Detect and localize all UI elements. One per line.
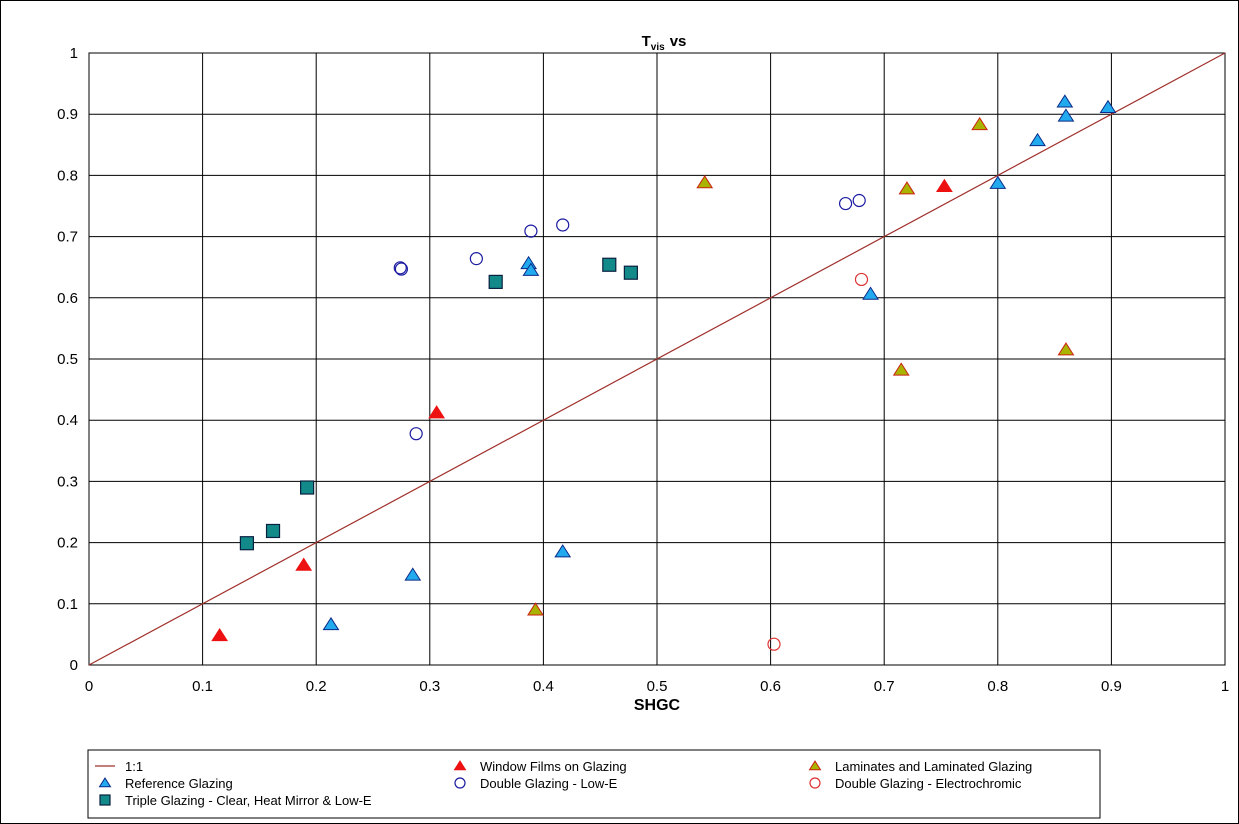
data-point	[265, 523, 281, 539]
data-point	[1057, 342, 1075, 356]
x-tick-label: 0.5	[647, 678, 668, 695]
y-tick-label: 0.5	[57, 351, 78, 368]
chart-title: Tvis vs	[642, 33, 687, 53]
legend-symbol	[453, 760, 467, 771]
data-point	[767, 637, 781, 651]
y-tick-label: 0.1	[57, 596, 78, 613]
data-point	[696, 175, 714, 189]
x-tick-label: 0.7	[874, 678, 895, 695]
data-point	[322, 616, 340, 631]
data-point	[554, 544, 572, 558]
x-tick-label: 0.8	[987, 678, 1008, 695]
legend-label: Double Glazing - Electrochromic	[835, 776, 1022, 791]
legend-items: 1:1 Window Films on Glazing Laminates and …	[95, 759, 1032, 808]
title-subscript: vis	[651, 42, 665, 53]
data-point	[211, 627, 229, 642]
y-tick-label: 0.3	[57, 473, 78, 490]
data-point	[935, 178, 953, 192]
x-tick-label: 0.4	[533, 678, 554, 695]
x-tick-label: 0.6	[760, 678, 781, 695]
data-point	[404, 567, 422, 581]
y-tick-label: 0.7	[57, 229, 78, 246]
data-point	[527, 602, 544, 616]
data-point	[1057, 108, 1075, 122]
title-suffix: vs	[670, 33, 687, 50]
data-point	[522, 262, 540, 276]
y-tick-label: 0.2	[57, 535, 78, 552]
legend-label: Triple Glazing - Clear, Heat Mirror & Lo…	[125, 793, 372, 808]
data-point	[300, 480, 315, 495]
data-point	[428, 405, 446, 419]
data-point	[852, 193, 866, 208]
legend-label: Double Glazing - Low-E	[480, 776, 618, 791]
y-tick-label: 0.8	[57, 167, 78, 184]
data-point	[1029, 132, 1046, 147]
data-point	[623, 265, 638, 280]
data-point	[989, 175, 1007, 189]
y-tick-label: 1	[70, 45, 78, 62]
data-point	[838, 196, 853, 211]
legend-label: Reference Glazing	[125, 776, 233, 791]
legend-symbol	[98, 777, 112, 788]
data-point	[393, 261, 407, 275]
x-tick-label: 0.1	[192, 678, 213, 695]
data-point	[1056, 94, 1074, 108]
legend-label: 1:1	[125, 759, 143, 774]
y-tick-label: 0.4	[57, 412, 78, 429]
x-tick-label: 0.3	[419, 678, 440, 695]
legend-symbol	[99, 794, 111, 806]
legend-symbol	[454, 777, 466, 789]
data-point	[409, 427, 423, 441]
x-tick-label: 1	[1221, 678, 1229, 695]
x-tick-label: 0.2	[306, 678, 327, 695]
title-main: T	[642, 33, 651, 50]
x-tick-labels: 0 0.1 0.2 0.3 0.4 0.5 0.6 0.7 0.8 0.9 1	[85, 678, 1229, 695]
data-point	[295, 557, 313, 571]
data-point	[488, 274, 503, 289]
legend-symbol	[809, 777, 821, 789]
legend-label: Window Films on Glazing	[480, 759, 627, 774]
data-point	[854, 272, 869, 287]
y-tick-label: 0.9	[57, 106, 78, 123]
data-point	[394, 262, 408, 276]
data-point	[892, 362, 910, 376]
data-point	[239, 536, 255, 551]
y-tick-label: 0.6	[57, 290, 78, 307]
legend	[87, 749, 1101, 819]
one-to-one-line	[88, 52, 1226, 666]
data-point	[898, 181, 916, 195]
data-point	[862, 286, 879, 300]
data-points	[211, 94, 1117, 651]
data-point	[1099, 99, 1117, 114]
y-tick-labels: 0 0.1 0.2 0.3 0.4 0.5 0.6 0.7 0.8 0.9 1	[57, 45, 78, 674]
data-point	[971, 116, 989, 131]
data-point	[556, 218, 570, 232]
data-point	[469, 252, 483, 266]
x-axis-label: SHGC	[634, 697, 681, 714]
x-tick-label: 0	[85, 678, 93, 695]
data-point	[524, 224, 538, 238]
legend-symbol	[808, 760, 822, 771]
x-tick-label: 0.9	[1101, 678, 1122, 695]
data-point	[602, 257, 617, 272]
legend-label: Laminates and Laminated Glazing	[835, 759, 1032, 774]
y-tick-label: 0	[70, 657, 78, 674]
plot-area	[88, 52, 1226, 666]
